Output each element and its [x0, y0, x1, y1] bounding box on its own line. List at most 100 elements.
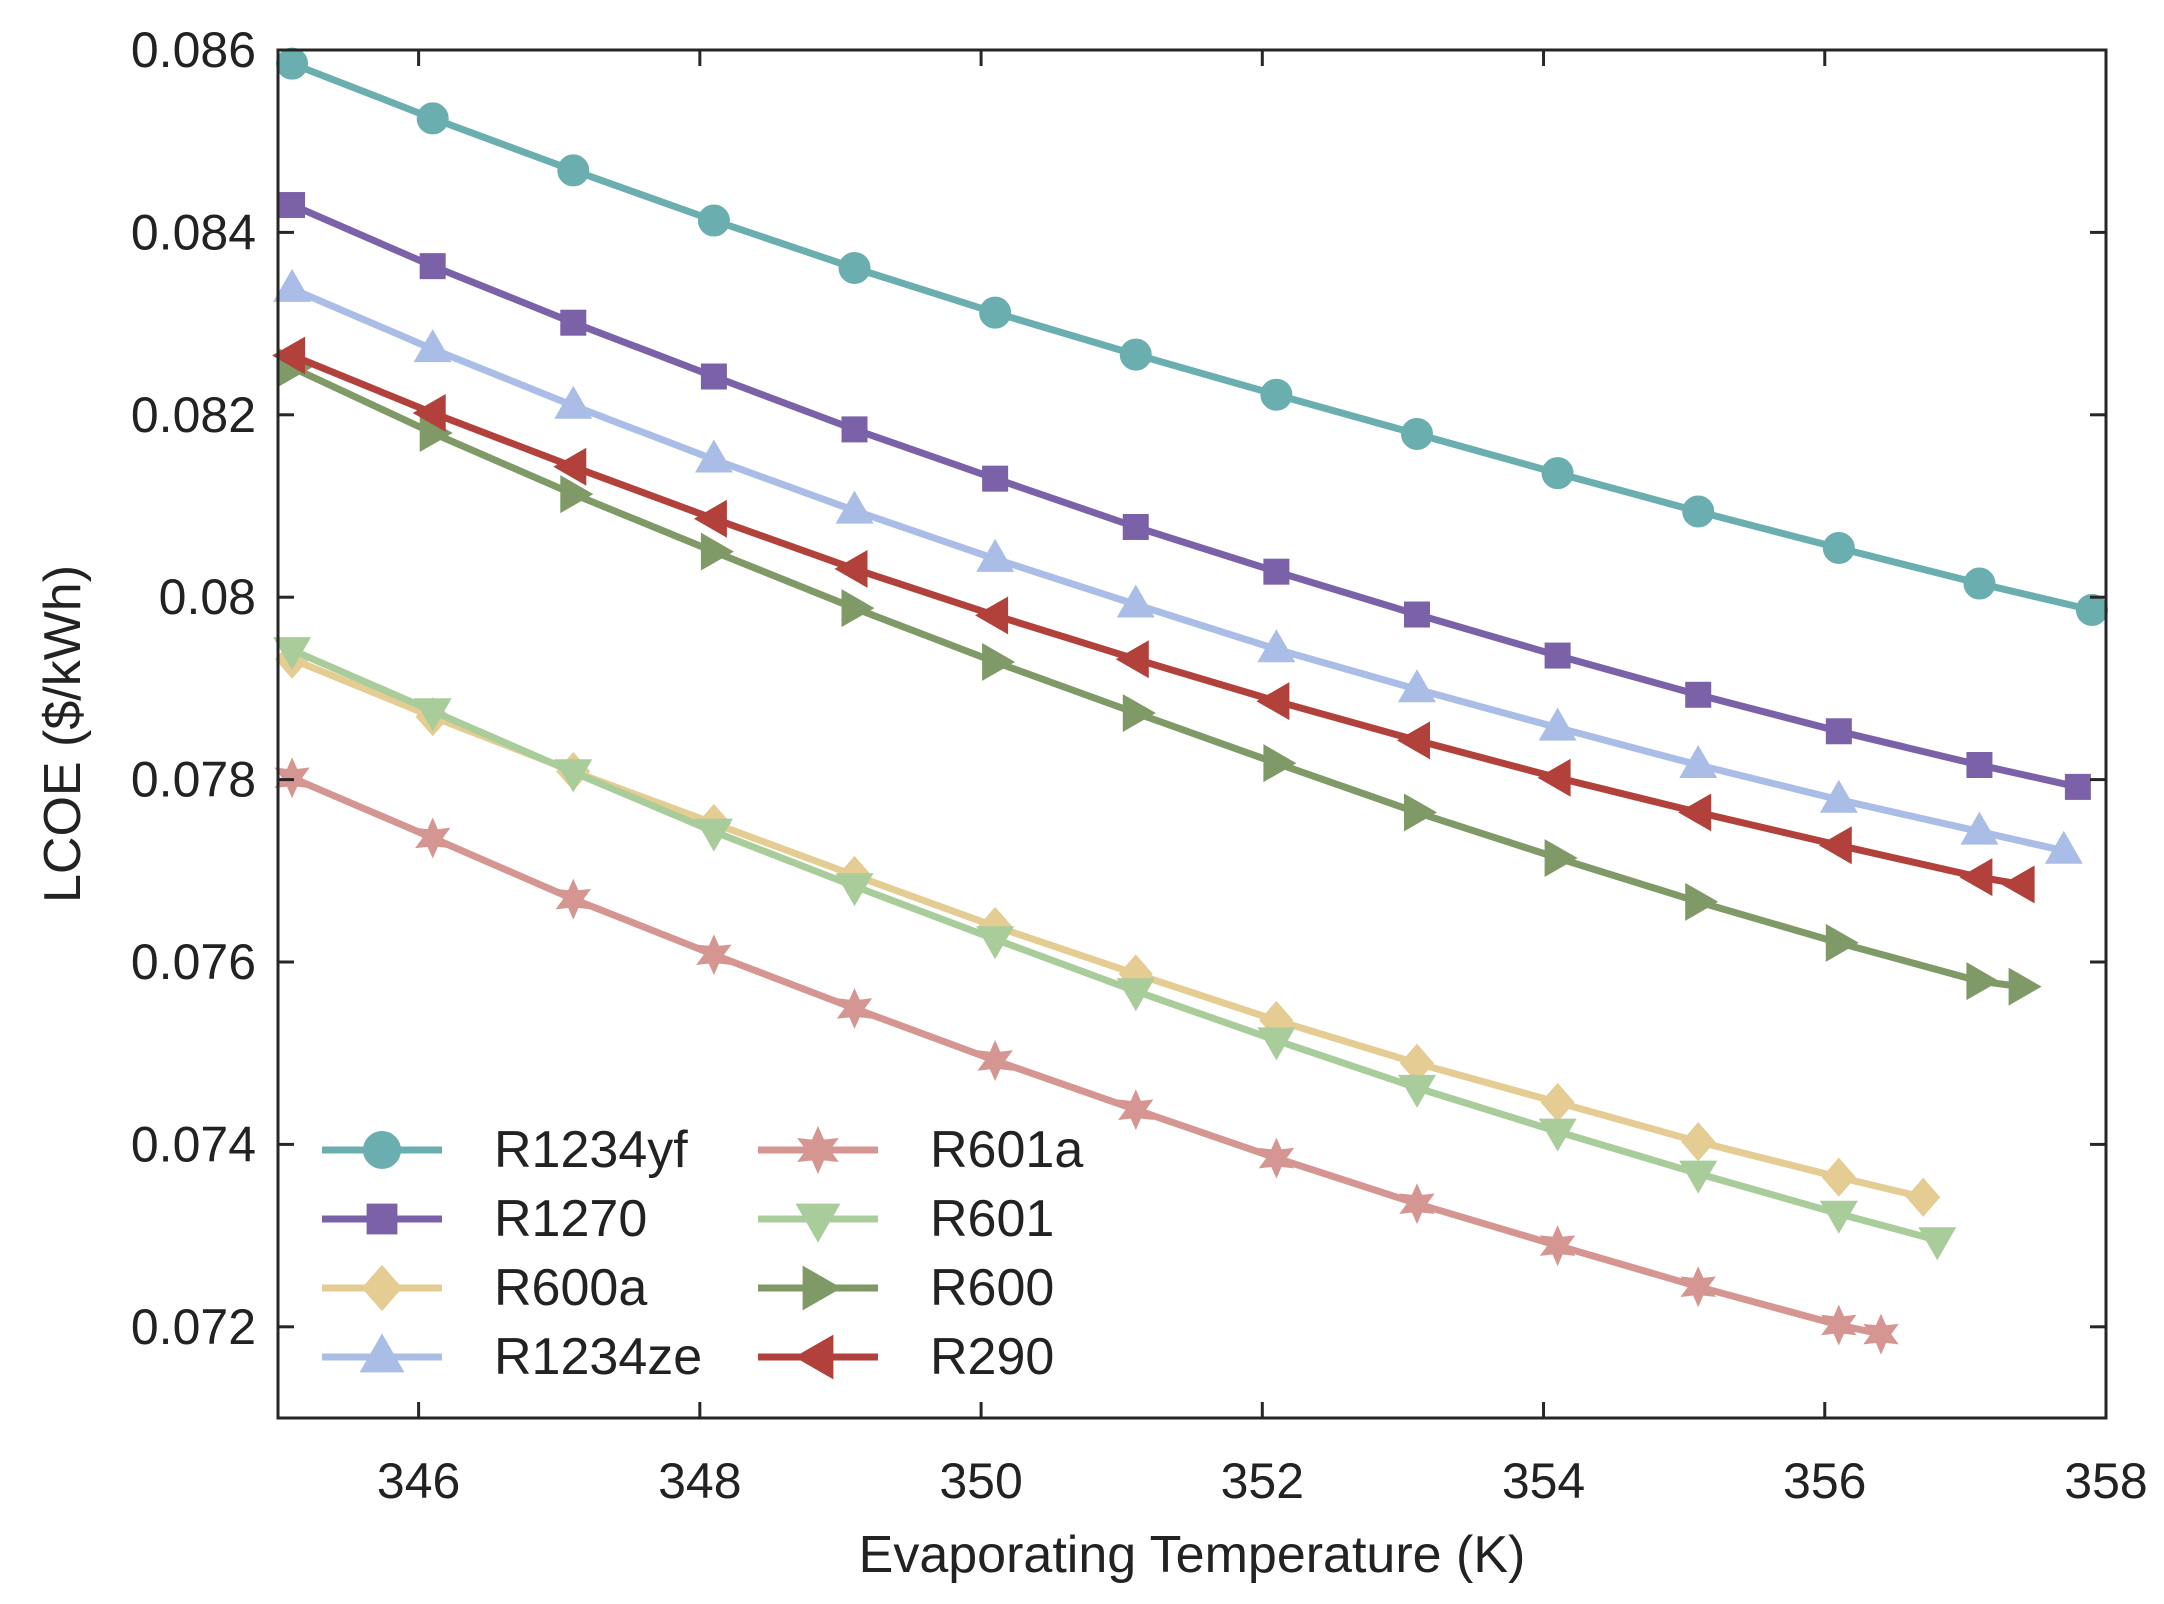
data-point-r290: [1396, 721, 1430, 760]
data-point-r1234yf: [1822, 531, 1855, 564]
legend-label: R290: [930, 1328, 1054, 1386]
series-r601: [273, 637, 1957, 1261]
data-point-r601: [554, 759, 593, 793]
axes-box: [276, 48, 2108, 1420]
data-point-r290: [272, 336, 306, 375]
data-point-r601: [976, 926, 1015, 960]
data-point-r1234ze: [273, 268, 312, 302]
data-point-r1234yf: [1260, 378, 1293, 411]
data-point-r601: [694, 818, 733, 852]
data-point-r600: [1685, 882, 1719, 921]
series-r600: [279, 348, 2042, 1006]
y-tick-label: 0.084: [131, 204, 256, 260]
data-point-r1270: [1403, 601, 1430, 628]
data-point-r1234yf: [1682, 495, 1715, 528]
data-point-r1234ze: [1257, 629, 1296, 663]
x-tick-label: 358: [2064, 1453, 2147, 1509]
data-point-r600a: [1681, 1122, 1716, 1162]
legend-marker: [366, 1203, 398, 1235]
data-point-r1234yf: [1119, 338, 1152, 371]
data-point-r1234yf: [697, 204, 730, 237]
data-point-r601a: [696, 934, 732, 976]
y-tick-label: 0.072: [131, 1299, 256, 1355]
data-point-r290: [1115, 640, 1149, 679]
data-point-r1234yf: [557, 154, 590, 187]
data-point-r1270: [1685, 681, 1712, 708]
data-point-r601a: [1539, 1225, 1576, 1267]
data-point-r290: [1256, 682, 1290, 721]
data-point-r601: [1679, 1160, 1718, 1194]
x-tick-label: 352: [1221, 1453, 1304, 1509]
data-point-r1234ze: [1116, 584, 1155, 618]
data-point-r1270: [2064, 773, 2091, 800]
data-point-r1234yf: [1541, 457, 1574, 490]
legend-marker: [794, 1334, 834, 1380]
data-point-r1234ze: [1397, 669, 1436, 703]
data-point-r1234ze: [1679, 744, 1718, 778]
data-point-r1234ze: [554, 385, 593, 419]
data-point-r1234ze: [413, 329, 452, 363]
data-point-r290: [412, 393, 446, 432]
series-line-r290: [290, 352, 2023, 888]
data-point-r601: [1257, 1027, 1296, 1061]
data-point-r1234yf: [1400, 417, 1433, 450]
data-point-r600: [841, 589, 875, 628]
data-point-r1270: [841, 416, 868, 443]
data-point-r601: [1918, 1227, 1957, 1261]
y-axis-label: LCOE ($/kWh): [34, 565, 92, 903]
legend-item-r290: R290: [758, 1328, 1054, 1386]
data-point-r1234yf: [416, 102, 449, 135]
series-layer: [272, 47, 2108, 1355]
data-point-r601: [1538, 1118, 1577, 1152]
data-point-r1270: [1825, 718, 1852, 745]
data-point-r1270: [1263, 558, 1290, 585]
series-r1270: [279, 192, 2091, 800]
data-point-r1234ze: [1538, 707, 1577, 741]
x-tick-label: 354: [1502, 1453, 1585, 1509]
x-tick-label: 350: [939, 1453, 1022, 1509]
data-point-r600: [1544, 839, 1578, 878]
data-point-r601a: [1680, 1266, 1716, 1308]
data-point-r290: [1959, 858, 1993, 897]
data-point-r600a: [1906, 1177, 1941, 1217]
data-point-r600: [560, 475, 594, 514]
data-point-r290: [553, 447, 587, 486]
legend-label: R1234yf: [494, 1121, 688, 1179]
data-point-r601: [273, 637, 312, 671]
data-point-r600: [1825, 923, 1859, 962]
legend-label: R1234ze: [494, 1328, 702, 1386]
y-tick-label: 0.076: [131, 934, 256, 990]
data-point-r600: [700, 532, 734, 571]
series-r290: [272, 336, 2035, 904]
data-point-r290: [834, 549, 868, 588]
data-point-r290: [2001, 865, 2035, 904]
data-point-r1270: [560, 309, 587, 336]
legend-label: R601: [930, 1190, 1054, 1248]
legend-item-r1234yf: R1234yf: [322, 1121, 688, 1179]
data-point-r290: [693, 499, 727, 538]
data-point-r1234yf: [2075, 593, 2108, 626]
data-point-r1234ze: [976, 538, 1015, 572]
series-r1234yf: [276, 47, 2108, 626]
y-tick-label: 0.082: [131, 387, 256, 443]
y-tick-label: 0.078: [131, 752, 256, 808]
legend-item-r1270: R1270: [322, 1190, 647, 1248]
data-point-r290: [1818, 826, 1852, 865]
legend-item-r1234ze: R1234ze: [322, 1328, 702, 1386]
y-tick-label: 0.074: [131, 1116, 256, 1172]
data-point-r601: [413, 698, 452, 732]
y-tick-label: 0.08: [159, 569, 256, 625]
legend-marker: [361, 1264, 403, 1312]
legend: R1234yf R1270 R600a R1234ze R601a R601 R600 R29…: [322, 1121, 1083, 1386]
data-point-r1234yf: [276, 47, 309, 80]
data-point-r601a: [555, 878, 592, 920]
data-point-r601: [1819, 1200, 1858, 1234]
series-r1234ze: [273, 268, 2083, 864]
data-point-r1270: [1544, 642, 1571, 669]
data-point-r290: [1678, 793, 1712, 832]
data-point-r1234yf: [979, 296, 1012, 329]
series-line-r600: [290, 364, 2023, 991]
data-point-r601a: [1258, 1137, 1295, 1179]
data-point-r1234yf: [838, 251, 871, 284]
data-point-r601: [1116, 978, 1155, 1012]
